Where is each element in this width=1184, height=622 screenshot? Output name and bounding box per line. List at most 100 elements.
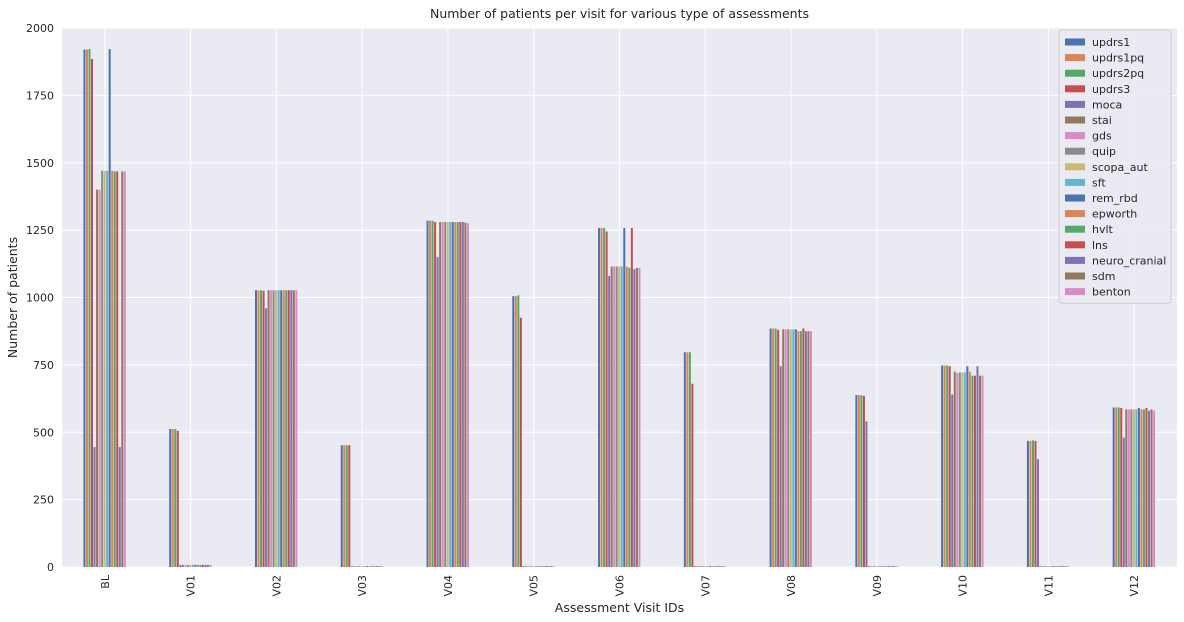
x-tick-label: V11: [1042, 575, 1055, 597]
bar-epworth-V06: [625, 266, 628, 567]
bar-gds-V02: [270, 290, 273, 567]
bar-stai-V04: [439, 222, 442, 568]
legend-label-gds: gds: [1092, 130, 1112, 143]
bar-updrs1pq-V11: [1029, 440, 1032, 567]
bar-sft-V05: [534, 566, 538, 567]
bar-quip-V04: [444, 222, 447, 568]
legend-swatch-sdm: [1065, 272, 1085, 280]
bar-epworth-V08: [797, 331, 800, 567]
bar-scopa_aut-V06: [618, 266, 621, 567]
bar-neuro_cranial-V12: [1147, 410, 1151, 567]
bar-gds-V11: [1042, 566, 1045, 567]
bar-stai-V05: [524, 566, 527, 567]
bar-updrs1-V06: [598, 227, 601, 567]
bar-updrs1pq-BL: [85, 49, 88, 568]
bar-updrs1-V07: [683, 352, 686, 567]
bar-gds-V10: [956, 372, 959, 567]
bar-scopa_aut-V04: [446, 222, 449, 568]
bar-sdm-V05: [550, 566, 553, 567]
legend-label-sdm: sdm: [1092, 270, 1115, 283]
bar-stai-V10: [953, 371, 956, 567]
bar-updrs3-V01: [176, 430, 179, 567]
bar-hvlt-V09: [885, 566, 888, 567]
bar-updrs1pq-V05: [514, 296, 517, 567]
x-tick-label: V02: [270, 575, 283, 597]
x-tick-label: V03: [356, 575, 369, 597]
bar-updrs1-V04: [426, 220, 429, 567]
bar-gds-V03: [355, 566, 358, 567]
bar-gds-V06: [613, 266, 616, 567]
legend: updrs1 updrs1pq updrs2pq updrs3 moca stai gds q…: [1058, 29, 1172, 304]
bar-benton-V08: [809, 331, 812, 567]
bar-hvlt-V08: [799, 331, 802, 567]
bar-benton-V11: [1067, 566, 1070, 567]
bar-gds-BL: [98, 189, 101, 567]
bar-sft-V04: [449, 222, 452, 568]
bar-sdm-V09: [893, 566, 896, 567]
x-tick-label: BL: [99, 574, 112, 589]
bar-stai-BL: [96, 189, 99, 567]
bar-sft-V02: [277, 290, 280, 567]
x-axis-label: Assessment Visit IDs: [555, 600, 684, 615]
legend-label-stai: stai: [1092, 114, 1112, 127]
x-tick-labels: BL V01 V02 V03 V04 V05 V06 V07 V08 V09 V10 V11 V12: [99, 574, 1141, 596]
bar-moca-V04: [436, 257, 439, 567]
bar-updrs1pq-V08: [772, 328, 775, 567]
bar-rem_rbd-V03: [365, 566, 368, 567]
legend-label-benton: benton: [1092, 286, 1131, 299]
bar-stai-V09: [867, 566, 871, 567]
bar-rem_rbd-V01: [194, 564, 197, 567]
bar-epworth-V02: [282, 290, 285, 567]
legend-swatch-updrs1: [1065, 38, 1085, 46]
bar-sft-V09: [878, 566, 881, 567]
bar-quip-V05: [529, 566, 532, 567]
legend-swatch-scopa_aut: [1065, 163, 1085, 171]
bar-rem_rbd-BL: [108, 49, 111, 568]
bar-updrs3-V07: [691, 383, 694, 567]
bar-sdm-V03: [378, 566, 381, 567]
bar-moca-V12: [1122, 437, 1125, 567]
bar-epworth-V05: [540, 566, 543, 567]
bar-updrs2pq-V01: [174, 429, 177, 567]
bar-epworth-V01: [196, 564, 199, 567]
bar-scopa_aut-V07: [704, 566, 707, 567]
bar-gds-V09: [870, 566, 873, 567]
legend-swatch-benton: [1065, 288, 1085, 296]
bar-updrs2pq-V12: [1117, 407, 1120, 567]
bar-sft-BL: [106, 170, 109, 567]
bar-moca-V02: [265, 308, 268, 567]
bar-epworth-V10: [968, 371, 971, 567]
bar-epworth-V11: [1054, 566, 1057, 567]
bar-updrs1-V12: [1112, 407, 1115, 567]
bar-hvlt-BL: [113, 171, 116, 567]
bar-scopa_aut-V01: [189, 564, 192, 567]
bar-gds-V01: [184, 564, 187, 567]
bar-stai-V06: [610, 266, 613, 567]
bar-updrs3-V02: [262, 290, 265, 567]
bar-updrs1pq-V01: [171, 429, 174, 567]
legend-swatch-moca: [1065, 100, 1085, 108]
bar-scopa_aut-BL: [103, 170, 106, 567]
bar-rem_rbd-V04: [451, 222, 454, 568]
y-tick-label: 750: [33, 359, 54, 372]
bar-neuro_cranial-BL: [118, 447, 121, 567]
bar-updrs1-V05: [512, 296, 515, 567]
bar-lns-V02: [287, 290, 290, 567]
bar-hvlt-V12: [1142, 409, 1145, 567]
bar-updrs3-V11: [1034, 440, 1037, 567]
y-tick-label: 1250: [26, 224, 54, 237]
legend-label-epworth: epworth: [1092, 208, 1137, 221]
bar-sft-V08: [792, 329, 795, 567]
bar-moca-V01: [179, 564, 182, 567]
x-tick-label: V06: [614, 575, 627, 597]
bar-rem_rbd-V09: [880, 566, 883, 567]
legend-swatch-stai: [1065, 116, 1085, 124]
bar-stai-V03: [353, 566, 356, 567]
bar-lns-V09: [888, 566, 891, 567]
bar-benton-V10: [981, 375, 984, 567]
legend-swatch-updrs2pq: [1065, 69, 1085, 77]
x-tick-label: V09: [871, 575, 884, 597]
x-tick-label: V12: [1128, 575, 1141, 597]
bar-updrs1pq-V12: [1115, 407, 1118, 567]
